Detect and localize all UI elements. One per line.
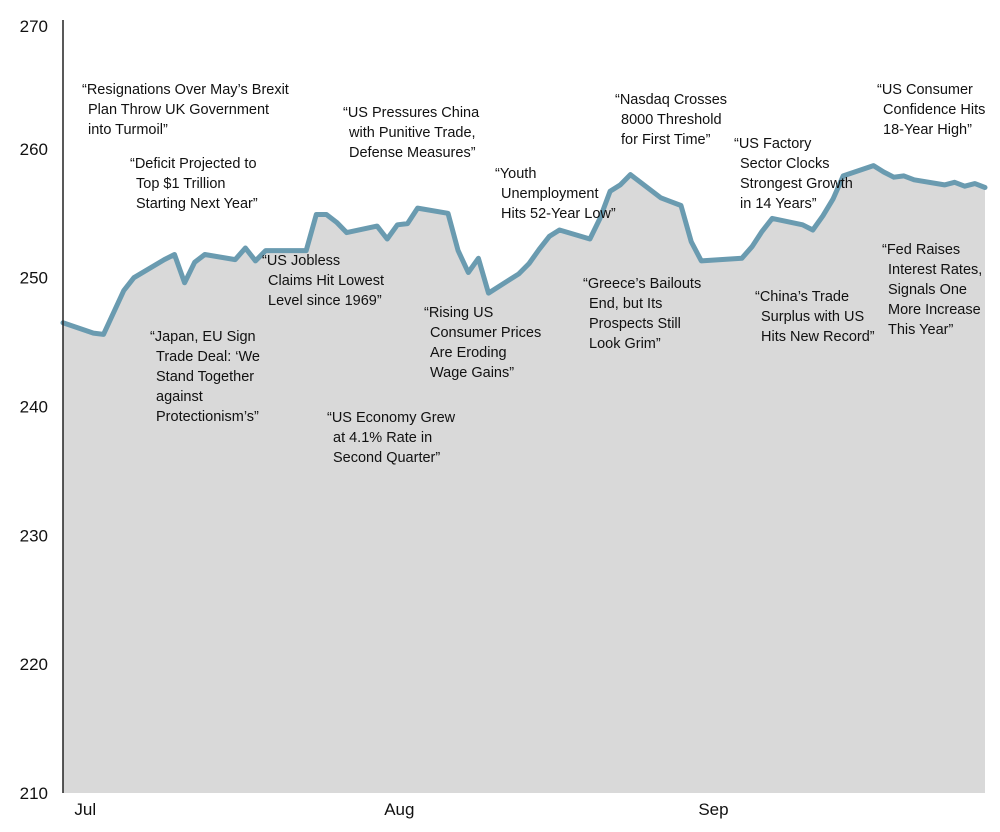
annotation-line: Second Quarter” [333, 450, 440, 466]
annotation-line: “US Consumer [877, 82, 973, 98]
annotation: “Rising US Consumer Prices Are Eroding Wage… [424, 305, 541, 381]
annotation-line: More Increase [888, 302, 981, 318]
annotation-line: Interest Rates, [888, 262, 982, 278]
annotation-line: against [156, 389, 203, 405]
annotation-line: Claims Hit Lowest [268, 273, 384, 289]
annotation-line: “US Economy Grew [327, 410, 456, 426]
annotation-line: Top $1 Trillion [136, 176, 225, 192]
annotation-line: “Resignations Over May’s Brexit [82, 82, 289, 98]
annotation-line: into Turmoil” [88, 122, 168, 138]
annotation-line: 8000 Threshold [621, 112, 722, 128]
annotation: “Nasdaq Crosses 8000 Threshold for First T… [615, 92, 727, 148]
annotation: “Deficit Projected to Top $1 Trillion Star… [130, 156, 258, 212]
annotation-line: “China’s Trade [755, 289, 849, 305]
series-line [60, 163, 988, 337]
y-tick-label: 250 [20, 269, 48, 288]
x-tick-label: Aug [384, 800, 414, 819]
annotation-line: Are Eroding [430, 345, 507, 361]
y-tick-label: 270 [20, 17, 48, 36]
annotation: “US Consumer Confidence Hits 18-Year High” [877, 82, 985, 138]
annotation-line: This Year” [888, 322, 953, 338]
annotation-line: Surplus with US [761, 309, 864, 325]
annotation: “Greece’s Bailouts End, but Its Prospects … [583, 276, 701, 352]
annotation-line: “Youth [495, 166, 536, 182]
annotation-line: with Punitive Trade, [348, 125, 476, 141]
annotation-line: Consumer Prices [430, 325, 541, 341]
annotation-line: Wage Gains” [430, 365, 514, 381]
annotation-line: Hits 52-Year Low” [501, 206, 616, 222]
y-tick-label: 220 [20, 655, 48, 674]
annotation-line: in 14 Years” [740, 196, 817, 212]
series-area-fill [63, 165, 985, 794]
annotation: “Youth Unemployment Hits 52-Year Low” [495, 166, 616, 222]
annotation-line: 18-Year High” [883, 122, 972, 138]
annotation: “Fed Raises Interest Rates, Signals One Mor… [882, 242, 982, 338]
annotation: “Japan, EU Sign Trade Deal: ‘We Stand Toge… [150, 329, 260, 425]
annotation-line: Protectionism’s” [156, 409, 259, 425]
annotation-line: Look Grim” [589, 336, 661, 352]
annotation-line: Defense Measures” [349, 145, 476, 161]
annotation-line: Level since 1969” [268, 293, 382, 309]
annotation: “US Economy Grew at 4.1% Rate in Second Qu… [327, 410, 456, 466]
x-tick-label: Jul [74, 800, 96, 819]
annotation-line: Hits New Record” [761, 329, 875, 345]
annotation-line: “US Jobless [262, 253, 340, 269]
annotation-line: End, but Its [589, 296, 662, 312]
annotation-line: “Nasdaq Crosses [615, 92, 727, 108]
annotation: “US Jobless Claims Hit Lowest Level since … [262, 253, 384, 309]
annotation: “China’s Trade Surplus with US Hits New Re… [755, 289, 875, 345]
y-tick-label: 240 [20, 398, 48, 417]
annotation-line: “US Factory [734, 136, 812, 152]
annotation: “US Factory Sector Clocks Strongest Growth… [734, 136, 853, 212]
annotation-line: at 4.1% Rate in [333, 430, 432, 446]
y-tick-label: 210 [20, 784, 48, 803]
annotation-line: Strongest Growth [740, 176, 853, 192]
annotation-line: Starting Next Year” [136, 196, 258, 212]
annotation-line: Prospects Still [589, 316, 681, 332]
annotation-line: Sector Clocks [740, 156, 829, 172]
annotation-line: “Japan, EU Sign [150, 329, 256, 345]
annotation-line: “Rising US [424, 305, 493, 321]
annotation-line: Unemployment [501, 186, 599, 202]
annotation-line: Plan Throw UK Government [88, 102, 269, 118]
y-tick-label: 260 [20, 140, 48, 159]
annotation-line: Signals One [888, 282, 967, 298]
annotation-line: Confidence Hits [883, 102, 985, 118]
annotation-line: “Fed Raises [882, 242, 960, 258]
y-tick-label: 230 [20, 526, 48, 545]
x-tick-label: Sep [698, 800, 728, 819]
annotation-line: Stand Together [156, 369, 254, 385]
annotation-line: “Deficit Projected to [130, 156, 257, 172]
annotation-line: Trade Deal: ‘We [156, 349, 260, 365]
annotation-line: for First Time” [621, 132, 711, 148]
annotation: “Resignations Over May’s Brexit Plan Thro… [82, 82, 289, 138]
annotation-line: “US Pressures China [343, 105, 480, 121]
annotation: “US Pressures China with Punitive Trade, D… [343, 105, 480, 161]
annotation-line: “Greece’s Bailouts [583, 276, 701, 292]
